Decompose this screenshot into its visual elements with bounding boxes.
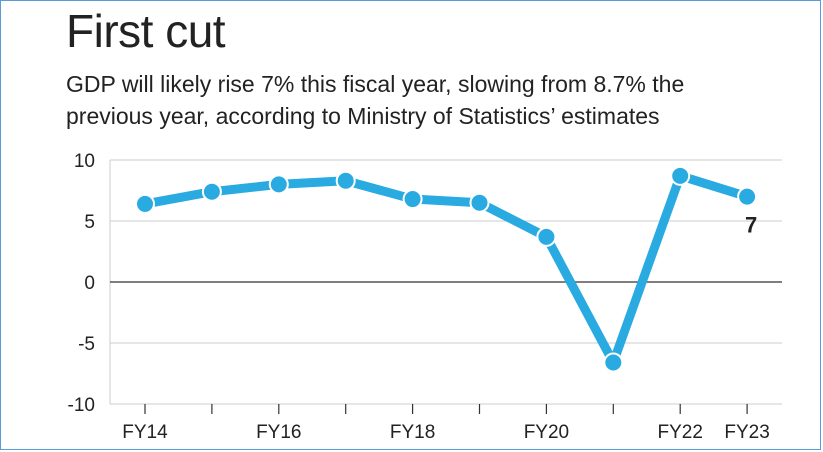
chart-subtitle: GDP will likely rise 7% this fiscal year… xyxy=(66,71,685,129)
data-point xyxy=(335,170,356,191)
y-tick-label: 5 xyxy=(84,212,95,233)
data-point xyxy=(135,193,155,214)
data-point xyxy=(603,352,624,373)
data-label: 7 xyxy=(745,213,757,238)
x-tick-label: FY14 xyxy=(122,422,168,443)
data-point xyxy=(670,165,691,186)
x-tick-label: FY18 xyxy=(390,422,435,443)
y-tick-label: -10 xyxy=(68,395,95,416)
data-point xyxy=(268,174,289,195)
x-tick-label: FY20 xyxy=(524,422,569,443)
x-tick-label: FY23 xyxy=(724,422,769,443)
data-point xyxy=(536,226,557,247)
x-tick-label: FY16 xyxy=(256,422,301,443)
y-tick-label: -5 xyxy=(78,334,95,355)
y-tick-label: 10 xyxy=(74,151,95,172)
x-tick-label: FY22 xyxy=(657,422,702,443)
data-point xyxy=(402,189,423,210)
data-point xyxy=(737,186,758,207)
chart-title: First cut xyxy=(66,5,226,57)
series-line xyxy=(140,171,752,368)
y-tick-label: 0 xyxy=(84,273,95,294)
data-point xyxy=(469,192,490,213)
data-point xyxy=(201,181,222,202)
